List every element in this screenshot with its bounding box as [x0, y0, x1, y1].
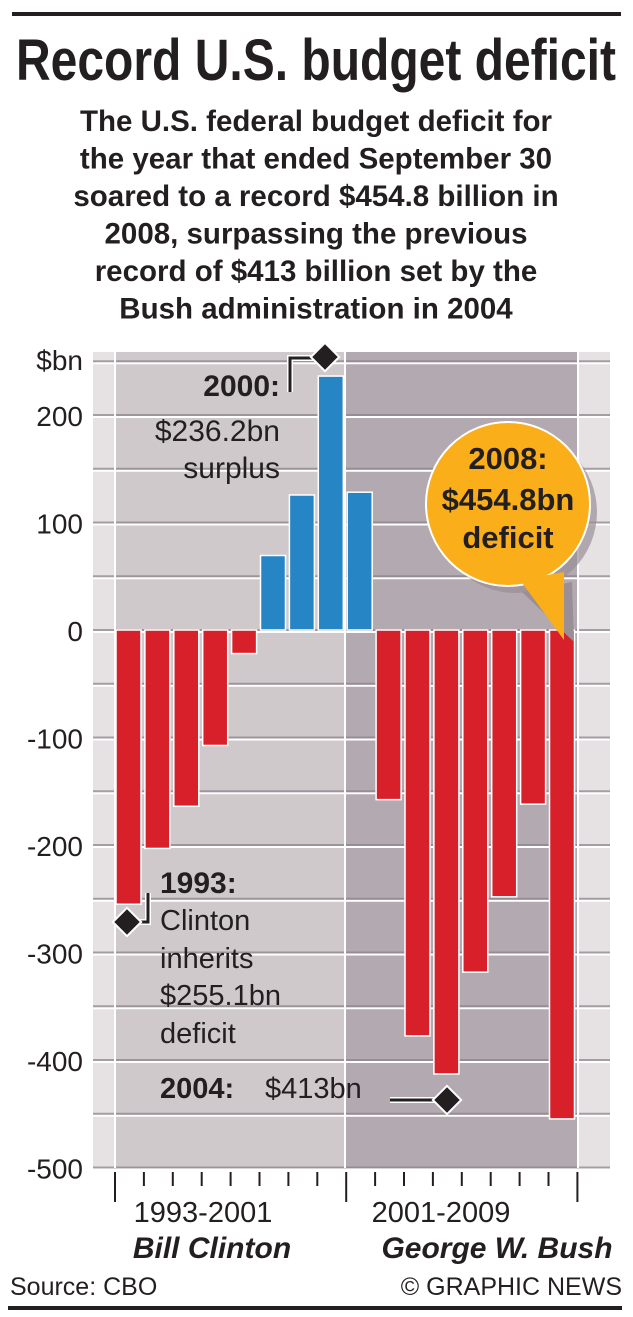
bar-1999	[288, 494, 316, 631]
svg-text:$454.8bn: $454.8bn	[442, 482, 575, 517]
svg-text:2008:: 2008:	[468, 441, 547, 476]
annotation-2004: 2004: $413bn	[160, 1073, 463, 1116]
bar-2007	[519, 629, 547, 805]
svg-text:deficit: deficit	[462, 520, 553, 555]
annotation-2000: 2000: $236.2bn surplus	[155, 341, 341, 485]
source: Source: CBO	[10, 1273, 157, 1301]
svg-text:deficit: deficit	[160, 1018, 236, 1050]
svg-text:$413bn: $413bn	[265, 1073, 362, 1105]
bottom-rule	[8, 1306, 622, 1310]
diamond-marker-icon	[111, 906, 143, 938]
annotation-2008-bubble: 2008: $454.8bn deficit	[425, 421, 597, 642]
svg-text:Clinton: Clinton	[160, 905, 250, 937]
bar-2006	[490, 629, 518, 898]
bar-2001	[346, 491, 373, 631]
period-years-clinton: 1993-2001	[134, 1197, 273, 1229]
bar-1995	[173, 629, 200, 808]
chart-title: Record U.S. budget deficit	[16, 28, 616, 93]
subtitle-line: the year that ended September 30	[80, 143, 552, 176]
bar-2000	[317, 375, 345, 631]
diamond-marker-icon	[309, 341, 341, 373]
credit: © GRAPHIC NEWS	[401, 1273, 622, 1301]
y-tick-label: -300	[27, 939, 83, 970]
y-axis-label: $bn	[36, 345, 83, 376]
y-tick-label: -400	[27, 1046, 83, 1077]
bar-1993	[115, 629, 142, 905]
period-years-bush: 2001-2009	[372, 1197, 511, 1229]
subtitle-line: record of $413 billion set by the	[95, 255, 538, 288]
bar-1998	[259, 554, 287, 631]
y-tick-label: 200	[36, 401, 83, 432]
top-rule	[12, 12, 621, 16]
bar-1996	[201, 629, 229, 747]
y-axis: 200 100 0 -100 -200 -300 -400 -500	[27, 401, 83, 1185]
subtitle: The U.S. federal budget deficit for the y…	[73, 105, 558, 326]
president-bush: George W. Bush	[381, 1232, 612, 1265]
svg-text:$236.2bn: $236.2bn	[155, 415, 280, 448]
bars	[115, 375, 576, 1120]
svg-text:2004:: 2004:	[160, 1073, 234, 1105]
bar-1994	[144, 629, 171, 850]
y-tick-label: 100	[36, 509, 83, 540]
x-axis-ticks	[114, 1172, 579, 1202]
diamond-marker-icon	[431, 1084, 463, 1116]
svg-text:1993:: 1993:	[160, 867, 237, 900]
subtitle-line: 2008, surpassing the previous	[105, 218, 528, 251]
y-tick-label: -200	[27, 831, 83, 862]
y-tick-label: 0	[67, 616, 83, 647]
y-tick-label: -500	[27, 1154, 83, 1185]
svg-text:2000:: 2000:	[203, 370, 280, 403]
bar-2002	[375, 629, 402, 801]
svg-text:$255.1bn: $255.1bn	[160, 980, 281, 1012]
subtitle-line: soared to a record $454.8 billion in	[73, 180, 558, 213]
subtitle-line: The U.S. federal budget deficit for	[80, 105, 553, 138]
bar-1997	[230, 629, 258, 655]
bar-2004	[433, 629, 460, 1075]
subtitle-line: Bush administration in 2004	[119, 293, 513, 326]
svg-text:surplus: surplus	[183, 452, 280, 485]
annotation-1993: 1993: Clinton inherits $255.1bn deficit	[111, 867, 281, 1050]
bar-2003	[404, 629, 431, 1037]
bar-2005	[462, 629, 489, 973]
president-clinton: Bill Clinton	[133, 1232, 291, 1265]
svg-text:inherits: inherits	[160, 943, 254, 975]
y-tick-label: -100	[27, 724, 83, 755]
bar-2008	[548, 629, 576, 1120]
